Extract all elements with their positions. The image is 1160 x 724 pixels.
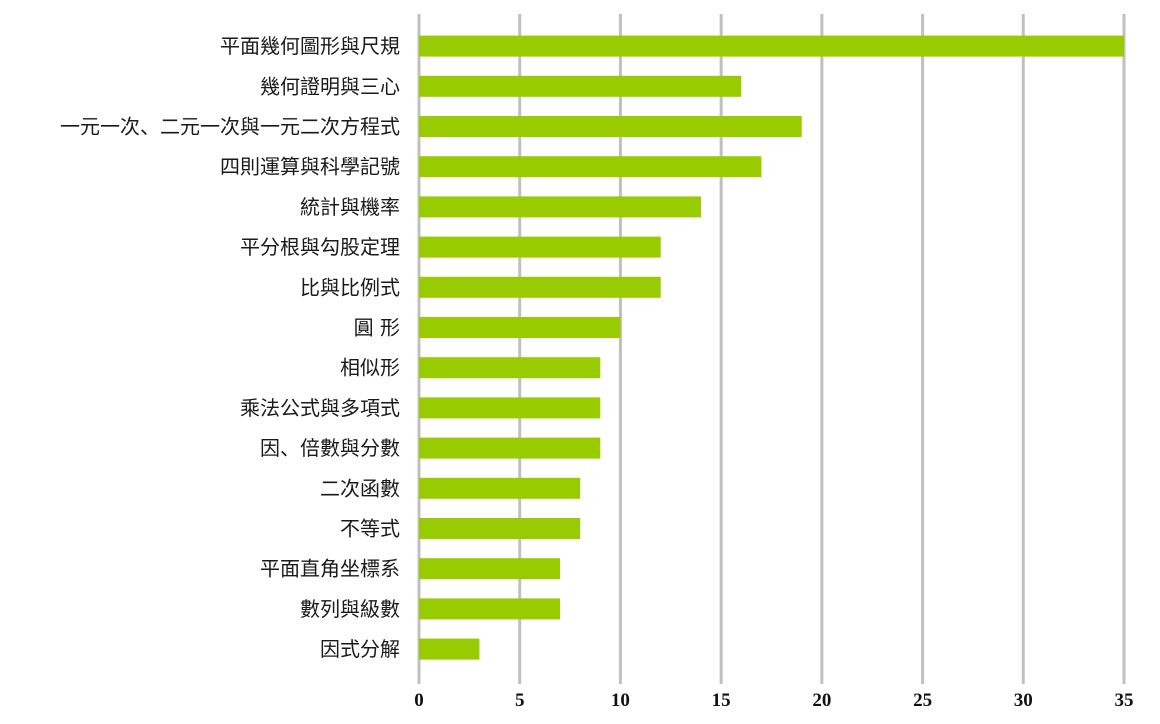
bar (419, 236, 661, 258)
bar (419, 598, 560, 620)
category-label: 幾何證明與三心 (260, 74, 400, 98)
category-label: 二次函數 (320, 476, 400, 500)
x-tick-label: 35 (1115, 690, 1134, 711)
bar (419, 75, 742, 97)
category-label: 數列與級數 (300, 597, 400, 621)
x-tick-label: 20 (812, 690, 831, 711)
bar (419, 437, 601, 459)
x-tick-label: 10 (611, 690, 630, 711)
category-label: 統計與機率 (300, 195, 400, 219)
category-label: 相似形 (340, 356, 400, 380)
x-tick-label: 30 (1014, 690, 1033, 711)
bar (419, 477, 581, 499)
category-label: 平面幾何圖形與尺規 (220, 34, 400, 58)
x-tick-label: 25 (913, 690, 932, 711)
category-label: 平分根與勾股定理 (240, 235, 400, 259)
category-label: 因、倍數與分數 (260, 436, 400, 460)
category-label: 一元一次、二元一次與一元二次方程式 (60, 115, 400, 139)
bar (419, 558, 560, 580)
category-label: 比與比例式 (300, 275, 400, 299)
category-label: 乘法公式與多項式 (240, 396, 400, 420)
bar (419, 357, 601, 379)
bar (419, 35, 1124, 57)
bar (419, 196, 701, 218)
bar (419, 276, 661, 298)
bar (419, 116, 802, 137)
bar (419, 638, 480, 660)
category-label: 不等式 (340, 517, 400, 541)
category-label: 平面直角坐標系 (260, 557, 400, 581)
category-label: 因式分解 (320, 637, 400, 661)
bar (419, 397, 601, 419)
category-label: 圓 形 (354, 316, 400, 340)
bar (419, 156, 762, 178)
x-tick-label: 0 (414, 690, 424, 711)
category-labels: 平面幾何圖形與尺規幾何證明與三心一元一次、二元一次與一元二次方程式四則運算與科學… (60, 34, 400, 661)
bars (419, 35, 1124, 660)
x-axis-ticks: 0 5 10 15 20 25 30 35 (414, 690, 1133, 711)
gridlines (417, 14, 1126, 684)
category-label: 四則運算與科學記號 (220, 155, 400, 179)
x-tick-label: 5 (515, 690, 525, 711)
x-tick-label: 15 (712, 690, 731, 711)
bar (419, 518, 581, 539)
bar (419, 317, 621, 338)
